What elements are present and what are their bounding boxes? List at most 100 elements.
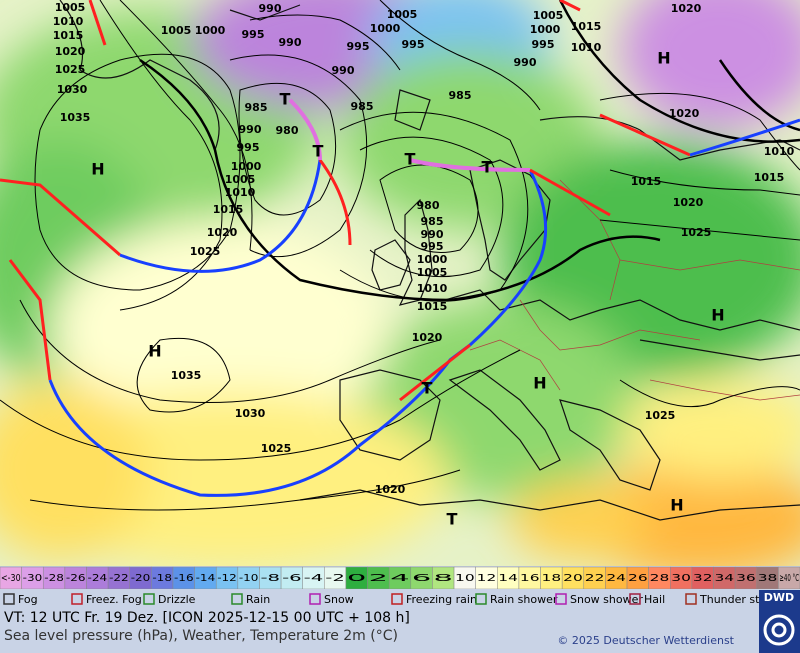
weather-label: Fog (18, 593, 38, 606)
logo-text: DWD (764, 591, 794, 604)
pressure-center: H (148, 342, 161, 361)
temperature-label: 6 (412, 573, 432, 584)
temperature-label: -8 (260, 573, 280, 584)
temperature-label: 22 (585, 573, 605, 584)
temperature-label: -26 (66, 573, 86, 584)
isobar-label: 1020 (207, 226, 238, 239)
isobar-label: 1010 (417, 282, 448, 295)
isobar-label: 1010 (571, 41, 602, 54)
legend-background (0, 589, 800, 653)
isobar-label: 1020 (669, 107, 700, 120)
temperature-label: ≥40 °C (779, 573, 799, 584)
temperature-label: -18 (152, 573, 172, 584)
temperature-label: <-30 (1, 573, 21, 584)
isobar-label: 1000 (195, 24, 226, 37)
pressure-center: H (91, 160, 104, 179)
isobar-label: 1000 (370, 22, 401, 35)
isobar-label: 980 (276, 124, 299, 137)
isobar-label: 1010 (764, 145, 795, 158)
isobar-label: 985 (245, 101, 268, 114)
temperature-label: 18 (542, 573, 562, 584)
isobar-label: 1005 (55, 1, 86, 14)
isobar-label: 990 (421, 228, 444, 241)
description: Sea level pressure (hPa), Weather, Tempe… (4, 628, 398, 644)
temperature-label: 0 (347, 573, 367, 584)
temperature-label: 16 (520, 573, 540, 584)
isobar-label: 1000 (530, 23, 561, 36)
temperature-label: 38 (758, 573, 778, 584)
isobar-label: 1010 (53, 15, 84, 28)
weather-icon (3, 593, 15, 605)
temperature-label: 8 (433, 573, 453, 584)
isobar-label: 1010 (225, 186, 256, 199)
isobar-label: 1015 (417, 300, 448, 313)
pressure-center: T (280, 90, 291, 109)
isobar-label: 1005 (161, 24, 192, 37)
temperature-label: -10 (239, 573, 259, 584)
isobar-label: 1025 (190, 245, 221, 258)
weather-icon (555, 593, 567, 605)
temperature-label: -30 (23, 573, 43, 584)
isobar-label: 995 (242, 28, 265, 41)
weather-label: Rain shower (490, 593, 558, 606)
temperature-label: -22 (109, 573, 129, 584)
isobar-label: 990 (279, 36, 302, 49)
weather-label: Freez. Fog (86, 593, 142, 606)
isobar-label: 995 (532, 38, 555, 51)
temperature-label: 20 (563, 573, 583, 584)
temperature-label: -16 (174, 573, 194, 584)
temperature-label: -20 (131, 573, 151, 584)
weather-label: Hail (644, 593, 665, 606)
isobar-label: 995 (402, 38, 425, 51)
temperature-label: -28 (44, 573, 64, 584)
isobar-label: 1000 (231, 160, 262, 173)
isobar-label: 1020 (55, 45, 86, 58)
isobar-label: 1020 (412, 331, 443, 344)
isobar-label: 1015 (213, 203, 244, 216)
isobar-label: 1005 (533, 9, 564, 22)
dwd-logo: DWD (759, 590, 800, 653)
weather-icon (475, 593, 487, 605)
pressure-center: H (670, 496, 683, 515)
isobar-label: 1005 (387, 8, 418, 21)
isobar-label: 1025 (645, 409, 676, 422)
weather-label: Snow shower (570, 593, 643, 606)
isobar-label: 1015 (571, 20, 602, 33)
fronts (0, 0, 800, 497)
isobar-label: 985 (421, 215, 444, 228)
weather-icon (309, 593, 321, 605)
isobar-label: 985 (449, 89, 472, 102)
weather-label: Freezing rain (406, 593, 477, 606)
temperature-label: -4 (304, 573, 324, 584)
isobar-label: 1015 (53, 29, 84, 42)
temperature-label: -12 (217, 573, 237, 584)
temperature-field (0, 0, 800, 566)
isobar-label: 1000 (417, 253, 448, 266)
isobar-label: 1020 (673, 196, 704, 209)
isobar-label: 1035 (171, 369, 202, 382)
temperature-label: 30 (671, 573, 691, 584)
logo-swirl-inner (771, 622, 787, 638)
isobar-label: 995 (347, 40, 370, 53)
isobar-label: 1020 (671, 2, 702, 15)
pressure-center: H (657, 49, 670, 68)
temperature-label: 32 (693, 573, 713, 584)
isobar-label: 1025 (261, 442, 292, 455)
temperature-label: 36 (736, 573, 756, 584)
weather-legend: Fog Freez. Fog Drizzle Rain Snow Freezing rai… (3, 593, 781, 606)
isobar-label: 1015 (754, 171, 785, 184)
isobar-label: 1025 (55, 63, 86, 76)
logo-swirl (763, 614, 795, 646)
temperature-label: -2 (325, 573, 345, 584)
isobar-label: 1015 (631, 175, 662, 188)
copyright: © 2025 Deutscher Wetterdienst (557, 634, 734, 647)
temperature-label: 10 (455, 573, 475, 584)
pressure-center: T (422, 379, 433, 398)
isobar-label: 1030 (57, 83, 88, 96)
temperature-label: -24 (87, 573, 107, 584)
weather-icon (685, 593, 697, 605)
temperature-label: 34 (715, 573, 735, 584)
weather-icon (629, 593, 641, 605)
